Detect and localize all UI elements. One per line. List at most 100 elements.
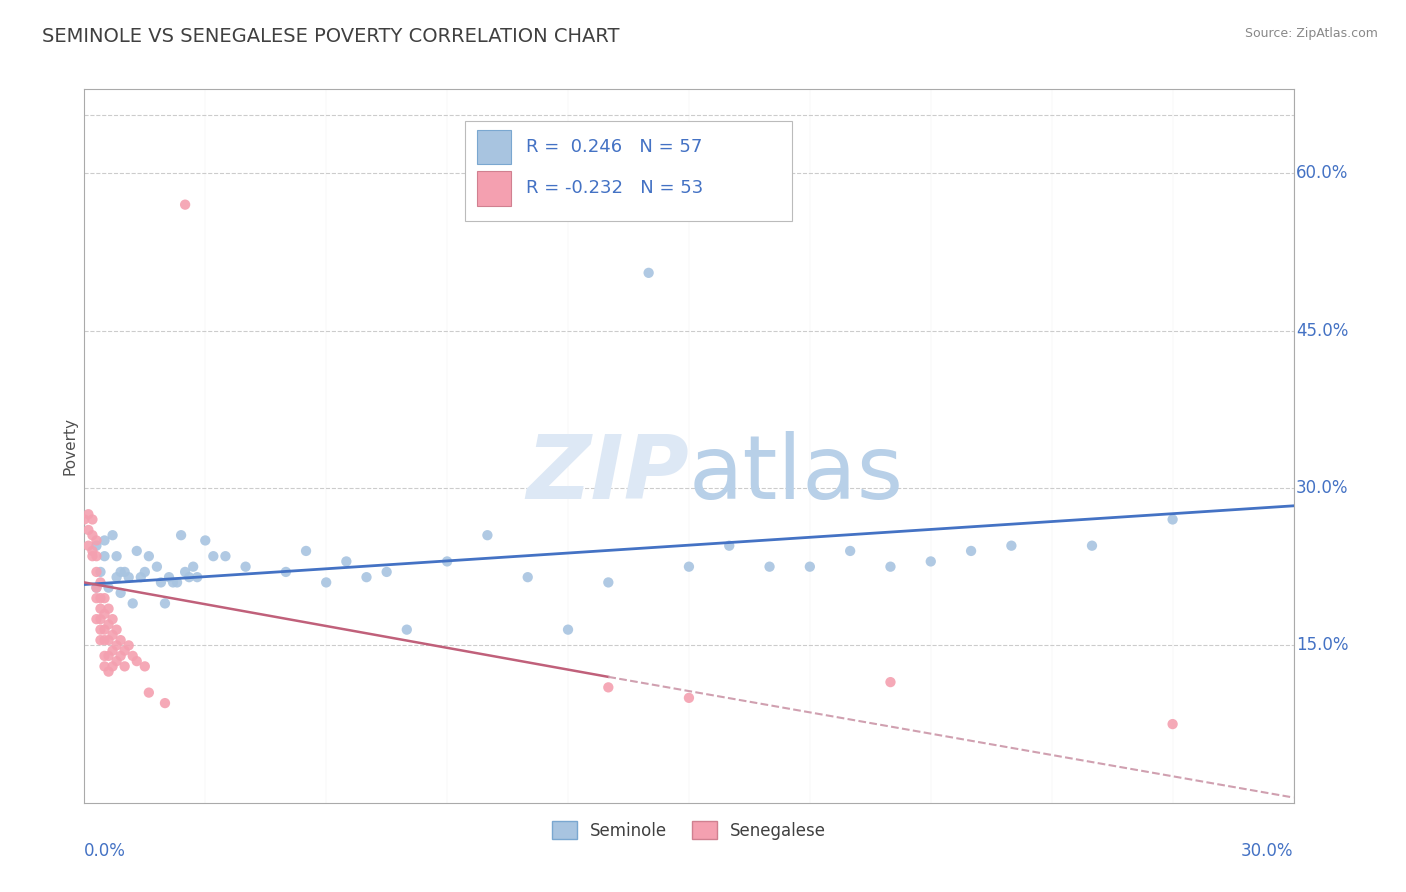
Point <box>235 559 257 574</box>
Point <box>101 643 124 657</box>
Point <box>1161 717 1184 731</box>
Point <box>93 633 115 648</box>
Point <box>179 570 201 584</box>
Point <box>101 528 124 542</box>
Point <box>181 559 204 574</box>
Point <box>105 623 128 637</box>
Point <box>86 533 108 548</box>
Point <box>97 633 120 648</box>
Point <box>93 648 115 663</box>
Point <box>86 591 108 606</box>
Point <box>110 565 132 579</box>
FancyBboxPatch shape <box>465 121 792 221</box>
Point <box>118 570 141 584</box>
Point <box>101 628 124 642</box>
Text: Source: ZipAtlas.com: Source: ZipAtlas.com <box>1244 27 1378 40</box>
Point <box>315 575 337 590</box>
Text: 45.0%: 45.0% <box>1296 321 1348 340</box>
Point <box>93 607 115 621</box>
Point <box>110 648 132 663</box>
Point <box>86 581 108 595</box>
Point <box>194 533 217 548</box>
Point <box>166 575 188 590</box>
Point <box>920 554 942 568</box>
Point <box>138 549 160 564</box>
Point <box>839 544 862 558</box>
Point <box>89 623 111 637</box>
Point <box>110 633 132 648</box>
Text: 30.0%: 30.0% <box>1296 479 1348 497</box>
Point <box>93 591 115 606</box>
Point <box>1161 512 1184 526</box>
Point <box>89 591 111 606</box>
Point <box>153 696 176 710</box>
Point <box>89 633 111 648</box>
Point <box>105 570 128 584</box>
Text: SEMINOLE VS SENEGALESE POVERTY CORRELATION CHART: SEMINOLE VS SENEGALESE POVERTY CORRELATI… <box>42 27 620 45</box>
Point <box>93 533 115 548</box>
Point <box>375 565 398 579</box>
Point <box>86 549 108 564</box>
Point <box>879 675 901 690</box>
Point <box>86 539 108 553</box>
Point <box>295 544 318 558</box>
Point <box>114 659 136 673</box>
Point <box>82 528 104 542</box>
Point <box>93 659 115 673</box>
Point <box>114 565 136 579</box>
Point <box>89 601 111 615</box>
Bar <box>478 130 512 164</box>
Point <box>356 570 378 584</box>
Point <box>114 643 136 657</box>
Point <box>637 266 659 280</box>
Text: atlas: atlas <box>689 431 904 518</box>
Point <box>157 570 180 584</box>
Point <box>718 539 741 553</box>
Point <box>436 554 458 568</box>
Point <box>960 544 983 558</box>
Text: 0.0%: 0.0% <box>84 842 127 860</box>
Point <box>105 654 128 668</box>
Point <box>97 617 120 632</box>
Point <box>274 565 297 579</box>
Point <box>105 639 128 653</box>
Point <box>516 570 538 584</box>
Point <box>86 581 108 595</box>
Y-axis label: Poverty: Poverty <box>62 417 77 475</box>
Point <box>77 523 100 537</box>
Point <box>97 665 120 679</box>
Text: ZIP: ZIP <box>526 431 689 518</box>
Text: 15.0%: 15.0% <box>1296 636 1348 655</box>
Point <box>1081 539 1104 553</box>
Point <box>678 690 700 705</box>
Point <box>138 685 160 699</box>
Point <box>598 681 620 695</box>
Point <box>129 570 152 584</box>
Point <box>170 528 193 542</box>
Point <box>105 549 128 564</box>
Point <box>125 654 148 668</box>
Point <box>82 549 104 564</box>
Point <box>758 559 780 574</box>
Legend: Seminole, Senegalese: Seminole, Senegalese <box>543 814 835 848</box>
Point <box>110 586 132 600</box>
Point <box>598 575 620 590</box>
Point <box>82 544 104 558</box>
Point <box>174 565 197 579</box>
Text: 30.0%: 30.0% <box>1241 842 1294 860</box>
Point <box>86 565 108 579</box>
Point <box>134 565 156 579</box>
Point <box>146 559 169 574</box>
Text: R =  0.246   N = 57: R = 0.246 N = 57 <box>526 138 702 156</box>
Point <box>89 575 111 590</box>
Point <box>162 575 184 590</box>
Point <box>118 639 141 653</box>
Point <box>101 612 124 626</box>
Point <box>879 559 901 574</box>
Point <box>121 648 143 663</box>
Point <box>153 596 176 610</box>
Point <box>97 648 120 663</box>
Point <box>149 575 172 590</box>
Point <box>678 559 700 574</box>
Point <box>89 565 111 579</box>
